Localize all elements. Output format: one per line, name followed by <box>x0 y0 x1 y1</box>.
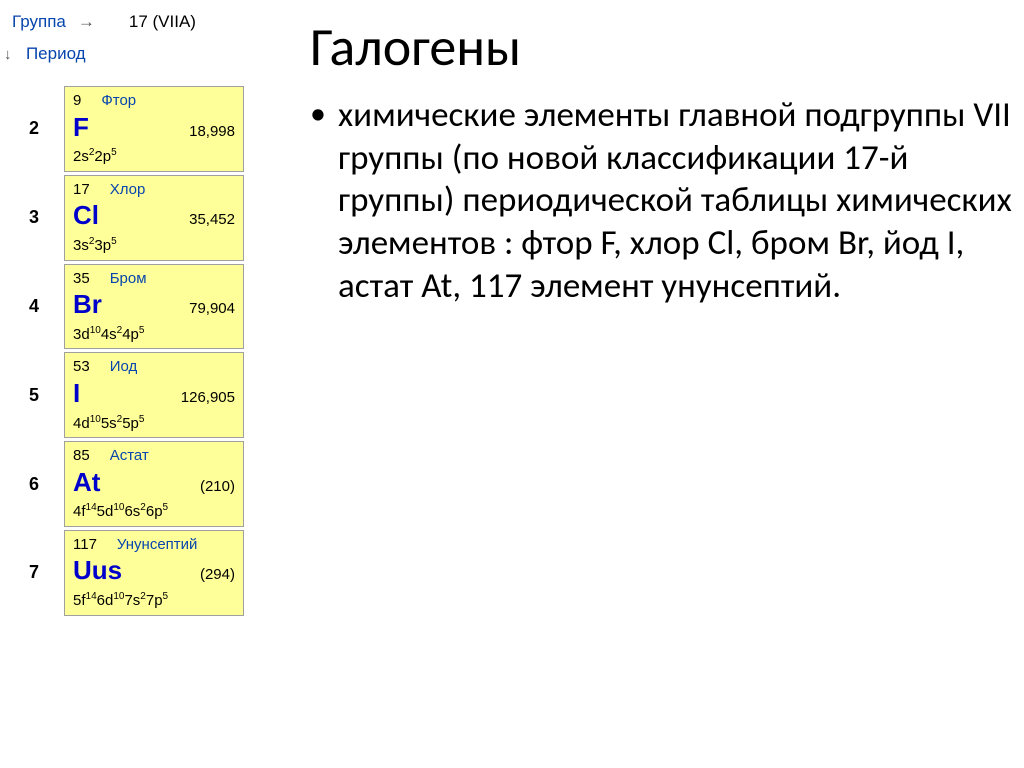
electron-config: 4d105s25p5 <box>73 413 235 434</box>
bullet-item: • химические элементы главной подгруппы … <box>310 94 1020 307</box>
element-name: Фтор <box>101 91 136 111</box>
element-mid-row: I 126,905 <box>73 377 235 411</box>
element-mid-row: At (210) <box>73 466 235 500</box>
element-top-row: 9 Фтор <box>73 91 235 111</box>
element-cell: 17 Хлор Cl 35,452 3s23p5 <box>64 175 244 261</box>
element-top-row: 17 Хлор <box>73 180 235 200</box>
electron-config: 3d104s24p5 <box>73 324 235 345</box>
element-cell: 53 Иод I 126,905 4d105s25p5 <box>64 352 244 438</box>
elements-table: 29 Фтор F 18,998 2s22p5 3 17 Хлор Cl 35,452 3s23p5… <box>4 86 296 616</box>
atomic-mass: 18,998 <box>189 122 235 142</box>
element-symbol: Uus <box>73 554 122 588</box>
period-number: 5 <box>4 385 64 406</box>
element-mid-row: Uus (294) <box>73 554 235 588</box>
atomic-number: 35 <box>73 269 90 289</box>
element-name: Иод <box>110 357 138 377</box>
element-mid-row: Cl 35,452 <box>73 199 235 233</box>
group-label: Группа <box>4 8 74 36</box>
atomic-mass: 126,905 <box>181 388 235 408</box>
period-row: 29 Фтор F 18,998 2s22p5 <box>4 86 296 172</box>
element-cell: 35 Бром Br 79,904 3d104s24p5 <box>64 264 244 350</box>
atomic-mass: (294) <box>200 565 235 585</box>
element-top-row: 117 Унунсептий <box>73 535 235 555</box>
electron-config: 4f145d106s26p5 <box>73 501 235 522</box>
electron-config: 3s23p5 <box>73 235 235 256</box>
atomic-number: 17 <box>73 180 90 200</box>
element-symbol: F <box>73 111 89 145</box>
period-number: 7 <box>4 562 64 583</box>
atomic-mass: 35,452 <box>189 210 235 230</box>
period-row: 7 117 УнунсептийUus (294) 5f146d107s27p5 <box>4 530 296 616</box>
element-name: Астат <box>110 446 149 466</box>
period-number: 4 <box>4 296 64 317</box>
element-top-row: 53 Иод <box>73 357 235 377</box>
period-number: 6 <box>4 474 64 495</box>
period-row: 5 53 Иод I 126,905 4d105s25p5 <box>4 352 296 438</box>
element-name: Хлор <box>110 180 146 200</box>
element-name: Унунсептий <box>117 535 198 555</box>
atomic-mass: 79,904 <box>189 299 235 319</box>
element-symbol: Br <box>73 288 102 322</box>
electron-config: 2s22p5 <box>73 146 235 167</box>
period-number: 3 <box>4 207 64 228</box>
atomic-number: 117 <box>73 535 97 555</box>
element-mid-row: Br 79,904 <box>73 288 235 322</box>
bullet-dot-icon: • <box>310 94 338 307</box>
atomic-number: 53 <box>73 357 90 377</box>
electron-config: 5f146d107s27p5 <box>73 590 235 611</box>
periodic-column: Группа → 17 (VIIA) ↓ Период 29 Фтор F 18,99… <box>0 0 300 768</box>
bullet-text: химические элементы главной подгруппы VI… <box>338 94 1020 307</box>
period-label: Период <box>18 40 94 68</box>
element-cell: 117 УнунсептийUus (294) 5f146d107s27p5 <box>64 530 244 616</box>
atomic-mass: (210) <box>200 477 235 497</box>
group-header-row: Группа → 17 (VIIA) <box>4 8 296 36</box>
element-cell: 9 Фтор F 18,998 2s22p5 <box>64 86 244 172</box>
period-header-row: ↓ Период <box>4 40 296 76</box>
element-symbol: At <box>73 466 100 500</box>
right-arrow-icon: → <box>74 12 99 32</box>
content-column: Галогены • химические элементы главной п… <box>300 0 1024 768</box>
element-top-row: 35 Бром <box>73 269 235 289</box>
element-mid-row: F 18,998 <box>73 111 235 145</box>
atomic-number: 9 <box>73 91 81 111</box>
down-arrow-icon: ↓ <box>4 46 14 63</box>
period-row: 3 17 Хлор Cl 35,452 3s23p5 <box>4 175 296 261</box>
element-symbol: I <box>73 377 80 411</box>
element-name: Бром <box>110 269 147 289</box>
period-row: 6 85 Астат At (210) 4f145d106s26p5 <box>4 441 296 527</box>
element-cell: 85 Астат At (210) 4f145d106s26p5 <box>64 441 244 527</box>
period-number: 2 <box>4 118 64 139</box>
atomic-number: 85 <box>73 446 90 466</box>
element-top-row: 85 Астат <box>73 446 235 466</box>
period-row: 4 35 Бром Br 79,904 3d104s24p5 <box>4 264 296 350</box>
group-value: 17 (VIIA) <box>99 8 204 36</box>
slide-container: Группа → 17 (VIIA) ↓ Период 29 Фтор F 18,99… <box>0 0 1024 768</box>
slide-title: Галогены <box>310 14 1020 80</box>
slide-body: • химические элементы главной подгруппы … <box>310 94 1020 307</box>
element-symbol: Cl <box>73 199 99 233</box>
